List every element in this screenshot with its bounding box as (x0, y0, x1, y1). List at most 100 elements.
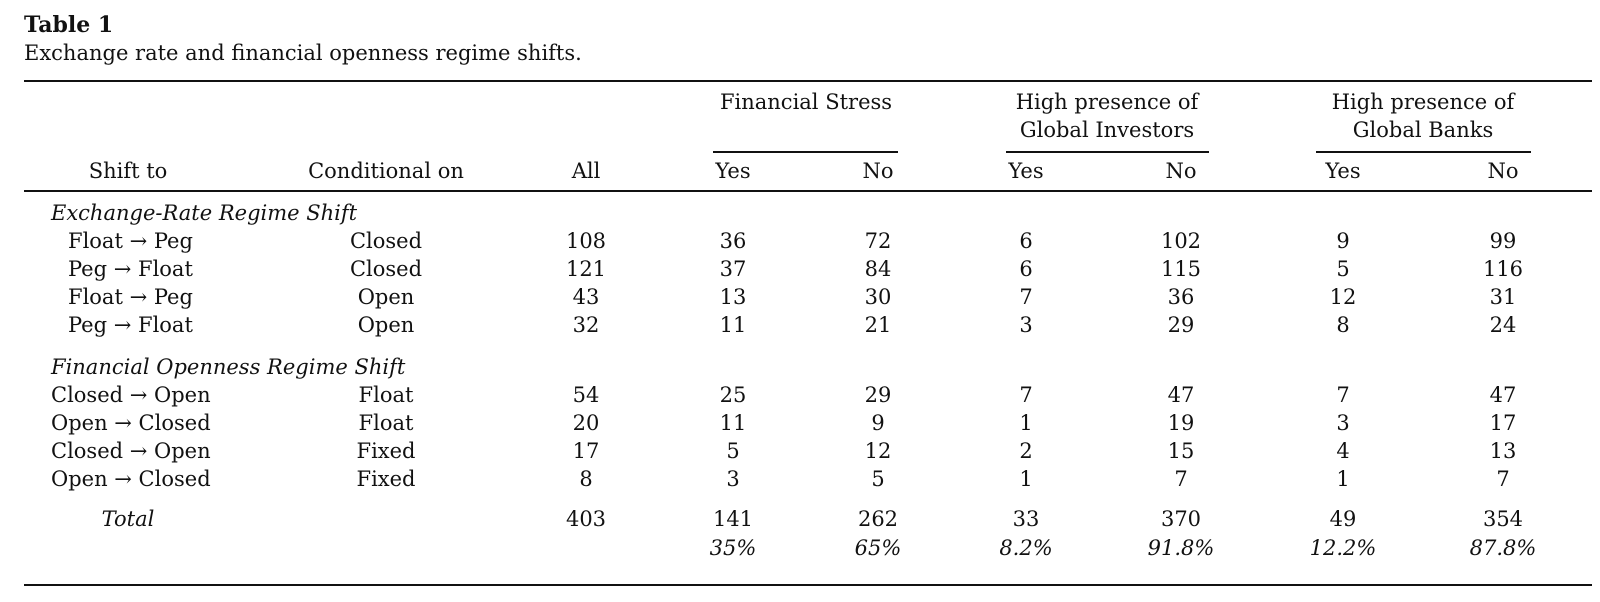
table-cell: 6 (1019, 229, 1033, 253)
row-conditional-on: Fixed (356, 467, 416, 491)
table-cell: 1 (1019, 411, 1033, 435)
row-conditional-on: Fixed (356, 439, 416, 463)
table-cell: 5 (726, 439, 740, 463)
total-value: 403 (565, 507, 607, 531)
table-cell: 5 (1336, 257, 1350, 281)
table-cell: 20 (572, 411, 600, 435)
table-cell: 36 (1167, 285, 1195, 309)
row-shift-label: Peg → Float (68, 313, 193, 337)
total-value: 370 (1160, 507, 1202, 531)
table-cell: 3 (1019, 313, 1033, 337)
table-cell: 7 (1336, 383, 1350, 407)
table-cell: 6 (1019, 257, 1033, 281)
table-cell: 2 (1019, 439, 1033, 463)
table-cell: 32 (572, 313, 600, 337)
table-cell: 1 (1019, 467, 1033, 491)
group-rule-global-banks (1316, 151, 1531, 153)
col-header-gb-yes: Yes (1325, 159, 1361, 183)
table-cell: 1 (1336, 467, 1350, 491)
table-cell: 84 (864, 257, 892, 281)
group-header-global-investors: High presence of Global Investors (1015, 90, 1199, 142)
group-rule-global-investors (1006, 151, 1209, 153)
total-percent: 87.8% (1469, 536, 1537, 560)
table-cell: 11 (719, 411, 747, 435)
group-header-global-banks: High presence of Global Banks (1331, 90, 1515, 142)
table-cell: 13 (719, 285, 747, 309)
total-label: Total (101, 507, 155, 531)
row-conditional-on: Float (358, 383, 414, 407)
table-cell: 116 (1482, 257, 1524, 281)
table-cell: 11 (719, 313, 747, 337)
total-value: 33 (1012, 507, 1040, 531)
col-header-gb-no: No (1487, 159, 1519, 183)
col-header-conditional-on: Conditional on (308, 159, 464, 183)
bottom-rule (24, 584, 1592, 586)
row-shift-label: Closed → Open (51, 383, 211, 407)
table-cell: 7 (1174, 467, 1188, 491)
table-cell: 37 (719, 257, 747, 281)
table-cell: 7 (1496, 467, 1510, 491)
table-label: Table 1 (24, 12, 114, 38)
row-shift-label: Float → Peg (68, 285, 193, 309)
col-header-gi-no: No (1165, 159, 1197, 183)
table-cell: 47 (1167, 383, 1195, 407)
table-cell: 36 (719, 229, 747, 253)
total-percent: 35% (709, 536, 757, 560)
table-cell: 12 (1329, 285, 1357, 309)
table-cell: 99 (1489, 229, 1517, 253)
table-cell: 12 (864, 439, 892, 463)
table-cell: 47 (1489, 383, 1517, 407)
table-cell: 31 (1489, 285, 1517, 309)
table-cell: 115 (1160, 257, 1202, 281)
table-cell: 121 (565, 257, 607, 281)
col-header-all: All (571, 159, 601, 183)
table-cell: 3 (726, 467, 740, 491)
row-conditional-on: Float (358, 411, 414, 435)
row-conditional-on: Open (357, 313, 415, 337)
table-cell: 8 (1336, 313, 1350, 337)
table-cell: 25 (719, 383, 747, 407)
total-percent: 65% (854, 536, 902, 560)
table-cell: 54 (572, 383, 600, 407)
table-cell: 72 (864, 229, 892, 253)
table-cell: 7 (1019, 285, 1033, 309)
row-conditional-on: Closed (349, 257, 423, 281)
row-shift-label: Float → Peg (68, 229, 193, 253)
total-percent: 12.2% (1309, 536, 1377, 560)
table-cell: 24 (1489, 313, 1517, 337)
total-percent: 91.8% (1147, 536, 1215, 560)
table-cell: 30 (864, 285, 892, 309)
table-cell: 19 (1167, 411, 1195, 435)
table-cell: 108 (565, 229, 607, 253)
table-caption: Exchange rate and financial openness reg… (24, 41, 582, 65)
total-value: 354 (1482, 507, 1524, 531)
table-cell: 9 (1336, 229, 1350, 253)
table-cell: 17 (572, 439, 600, 463)
table-cell: 5 (871, 467, 885, 491)
table-cell: 29 (864, 383, 892, 407)
row-conditional-on: Closed (349, 229, 423, 253)
table-cell: 7 (1019, 383, 1033, 407)
header-rule (24, 190, 1592, 192)
table-cell: 43 (572, 285, 600, 309)
table-cell: 4 (1336, 439, 1350, 463)
section-title: Exchange-Rate Regime Shift (51, 201, 358, 225)
total-value: 141 (712, 507, 754, 531)
col-header-fs-yes: Yes (715, 159, 751, 183)
section-title: Financial Openness Regime Shift (51, 355, 406, 379)
table-cell: 8 (579, 467, 593, 491)
table-cell: 17 (1489, 411, 1517, 435)
table-cell: 15 (1167, 439, 1195, 463)
col-header-gi-yes: Yes (1008, 159, 1044, 183)
row-shift-label: Peg → Float (68, 257, 193, 281)
row-shift-label: Closed → Open (51, 439, 211, 463)
table-cell: 29 (1167, 313, 1195, 337)
table-cell: 102 (1160, 229, 1202, 253)
total-value: 49 (1329, 507, 1357, 531)
total-value: 262 (857, 507, 899, 531)
group-rule-financial-stress (713, 151, 898, 153)
row-shift-label: Open → Closed (51, 411, 211, 435)
row-shift-label: Open → Closed (51, 467, 211, 491)
total-percent: 8.2% (999, 536, 1053, 560)
group-header-financial-stress: Financial Stress (719, 90, 893, 114)
